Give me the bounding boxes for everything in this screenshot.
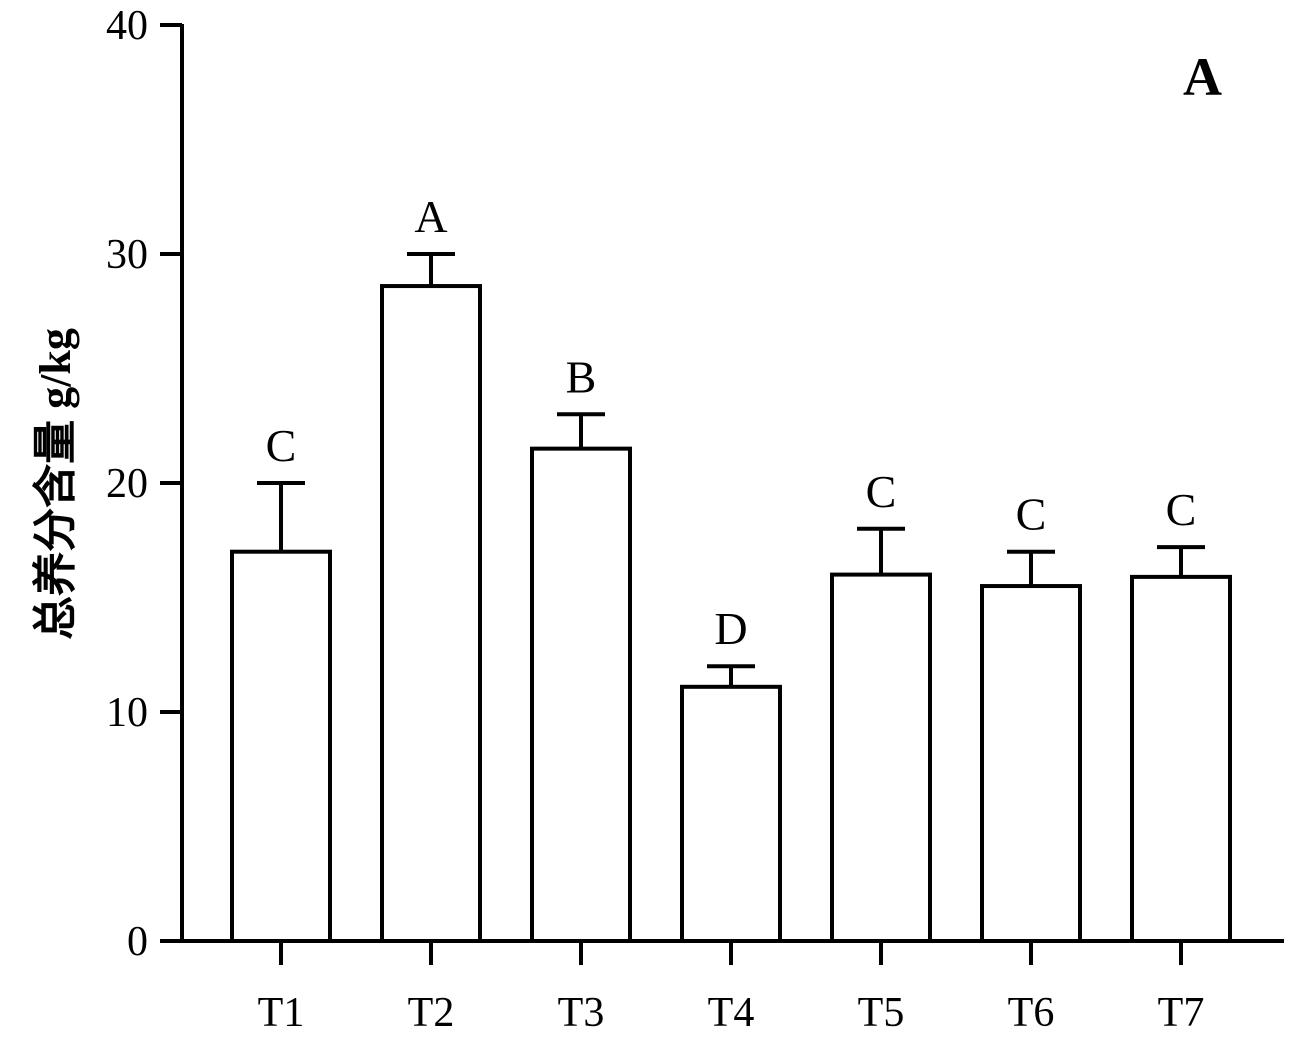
x-ticks-layer: T1 T2 T3 T4 T5 T6 T7 bbox=[258, 941, 1205, 1036]
bar-t6 bbox=[980, 584, 1082, 943]
y-tick-label: 10 bbox=[106, 690, 148, 736]
x-tick-label: T5 bbox=[858, 990, 905, 1036]
bar-t2 bbox=[380, 284, 482, 943]
y-axis-title: 总养分含量 g/kg bbox=[31, 328, 80, 640]
significance-label: C bbox=[266, 420, 297, 471]
significance-labels-layer: C A B D C C C bbox=[266, 191, 1197, 654]
x-tick-label: T6 bbox=[1008, 990, 1055, 1036]
bar-t3 bbox=[530, 446, 632, 943]
y-tick-label: 20 bbox=[106, 461, 148, 507]
bar-t1 bbox=[230, 549, 332, 943]
x-tick-label: T2 bbox=[408, 990, 455, 1036]
error-bars-layer bbox=[257, 252, 1205, 687]
y-tick-label: 30 bbox=[106, 232, 148, 278]
significance-label: C bbox=[866, 466, 897, 517]
y-ticks-layer: 0 10 20 30 40 bbox=[106, 3, 182, 965]
bar-t4 bbox=[680, 684, 782, 943]
significance-label: C bbox=[1016, 489, 1047, 540]
y-tick-label: 40 bbox=[106, 3, 148, 49]
significance-label: B bbox=[566, 351, 597, 402]
x-tick-label: T1 bbox=[258, 990, 305, 1036]
x-tick-label: T4 bbox=[708, 990, 755, 1036]
bar-t7 bbox=[1130, 574, 1232, 943]
panel-label: A bbox=[1183, 47, 1222, 107]
significance-label: A bbox=[414, 191, 447, 242]
x-tick-label: T7 bbox=[1158, 990, 1205, 1036]
significance-label: D bbox=[714, 603, 747, 654]
y-tick-label: 0 bbox=[127, 919, 148, 965]
x-tick-label: T3 bbox=[558, 990, 605, 1036]
significance-label: C bbox=[1166, 484, 1197, 535]
bar-t5 bbox=[830, 572, 932, 943]
